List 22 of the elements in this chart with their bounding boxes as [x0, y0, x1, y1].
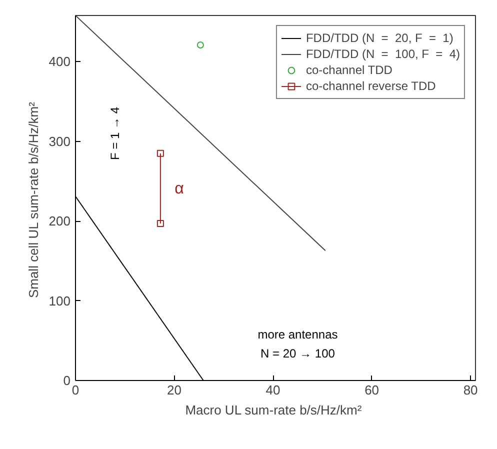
point: [196, 41, 204, 48]
x-tick-label: 40: [266, 382, 280, 398]
y-tick-label: 0: [63, 373, 71, 388]
x-axis-title: Macro UL sum-rate b/s/Hz/km²: [185, 402, 362, 418]
y-tick-label: 300: [48, 134, 71, 149]
point: [156, 150, 164, 157]
y-tick-label: 400: [48, 54, 71, 70]
legend-label: co-channel TDD: [306, 62, 392, 78]
x-tick-label: 80: [463, 382, 478, 398]
x-tick-label: 20: [167, 382, 182, 398]
legend-label: co-channel reverse TDD: [306, 78, 436, 94]
annotation: F = 1 → 4: [108, 106, 122, 160]
y-tick-label: 200: [48, 214, 71, 229]
legend-label: FDD/TDD (N = 20, F = 1): [306, 30, 454, 46]
legend-label: FDD/TDD (N = 100, F = 4): [306, 46, 460, 62]
y-axis-title: Small cell UL sum-rate b/s/Hz/km²: [26, 101, 41, 298]
annotation: N = 20 → 100: [260, 346, 336, 360]
y-tick-label: 100: [48, 293, 71, 308]
point: [156, 220, 164, 227]
annotation: more antennas: [258, 327, 338, 342]
x-tick-label: 60: [364, 382, 380, 398]
annotation: α: [174, 180, 184, 198]
